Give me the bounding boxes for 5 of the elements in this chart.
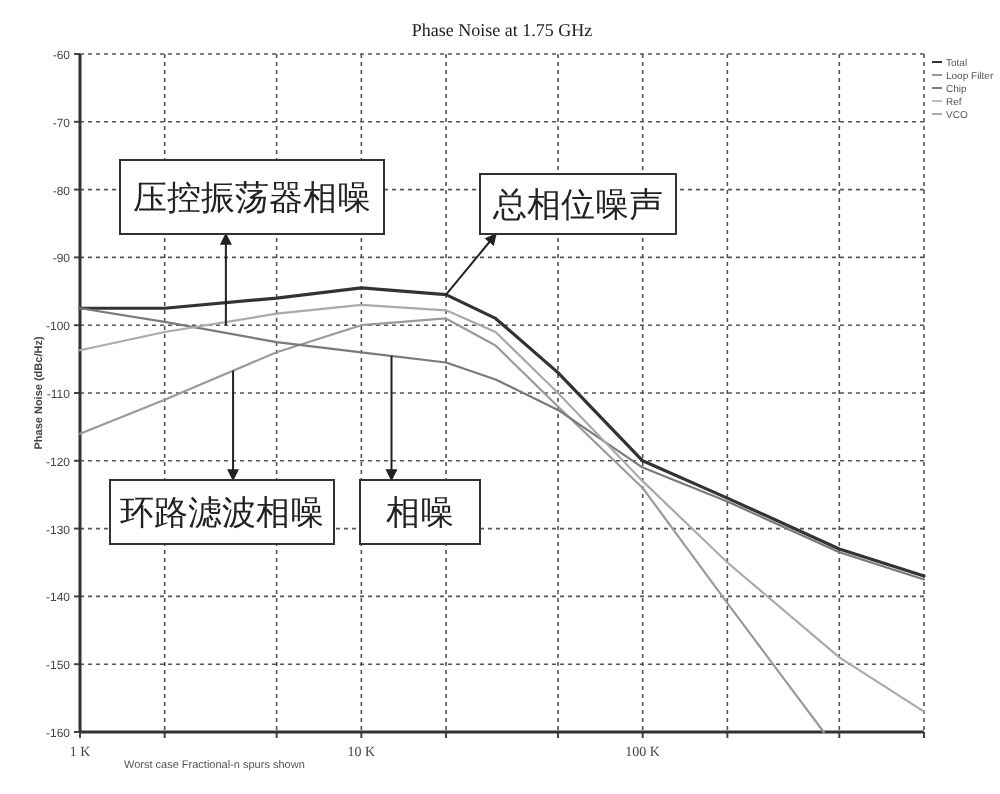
annotation: 压控振荡器相噪 [133, 179, 371, 219]
annotation: 相噪 [386, 494, 454, 534]
annotation: 总相位噪声 [491, 186, 663, 226]
chart-title: Phase Noise at 1.75 GHz [411, 20, 593, 40]
annotation: 环路滤波相噪 [120, 494, 324, 534]
